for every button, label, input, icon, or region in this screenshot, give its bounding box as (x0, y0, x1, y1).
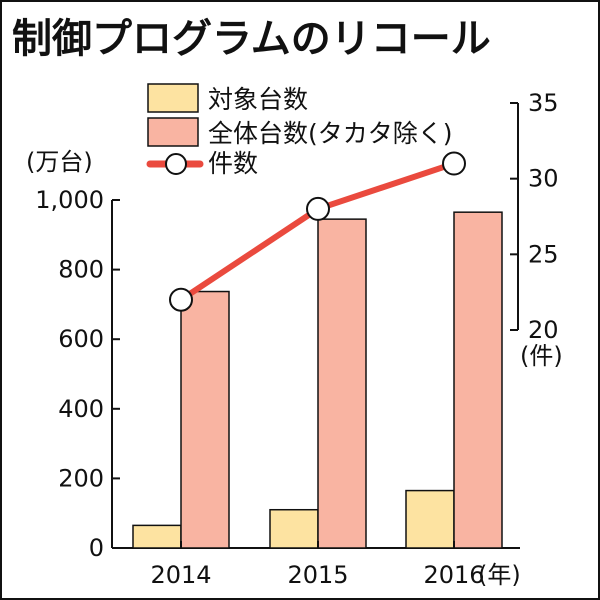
count-point-2016 (442, 151, 466, 176)
left-tick-label: 600 (58, 325, 104, 353)
left-axis-unit: (万台) (26, 148, 93, 176)
right-tick-label: 25 (528, 240, 559, 268)
chart-title: 制御プログラムのリコール (12, 16, 491, 62)
bar-total-2016 (453, 211, 503, 549)
right-tick-label: 30 (528, 165, 559, 193)
x-tick-label-2014: 2014 (150, 561, 211, 589)
legend-label-total: 全体台数(タカタ除く) (208, 119, 453, 148)
bar-target-2014 (132, 524, 182, 549)
left-tick-label: 400 (58, 395, 104, 423)
right-axis-unit: (件) (520, 342, 563, 370)
left-tick-label: 800 (58, 256, 104, 284)
left-tick-label: 0 (89, 534, 104, 562)
x-axis-ticks: 2014 2015 2016 (150, 541, 485, 589)
count-point-2014 (169, 287, 193, 312)
bars (132, 211, 503, 549)
legend-swatch-target (147, 83, 199, 113)
left-axis-ticks: 0 200 400 600 800 1,000 (35, 186, 120, 562)
legend-label-count: 件数 (208, 149, 258, 178)
left-tick-label: 200 (58, 464, 104, 492)
right-axis-ticks: 20 25 30 35 (510, 89, 559, 344)
bar-total-2014 (180, 290, 230, 549)
bar-target-2015 (269, 508, 319, 549)
right-tick-label: 35 (528, 89, 559, 117)
legend-marker-count (165, 153, 187, 175)
legend: 対象台数 全体台数(タカタ除く) 件数 (146, 83, 453, 178)
x-axis-unit: (年) (478, 561, 521, 589)
x-tick-label-2015: 2015 (287, 561, 348, 589)
right-tick-label: 20 (528, 316, 559, 344)
legend-label-target: 対象台数 (208, 85, 308, 114)
count-series (169, 151, 466, 312)
count-point-2015 (306, 196, 330, 221)
left-tick-label: 1,000 (35, 186, 104, 214)
bar-target-2016 (405, 489, 455, 549)
legend-swatch-total (147, 117, 199, 147)
bar-total-2015 (317, 218, 367, 549)
x-tick-label-2016: 2016 (423, 561, 484, 589)
